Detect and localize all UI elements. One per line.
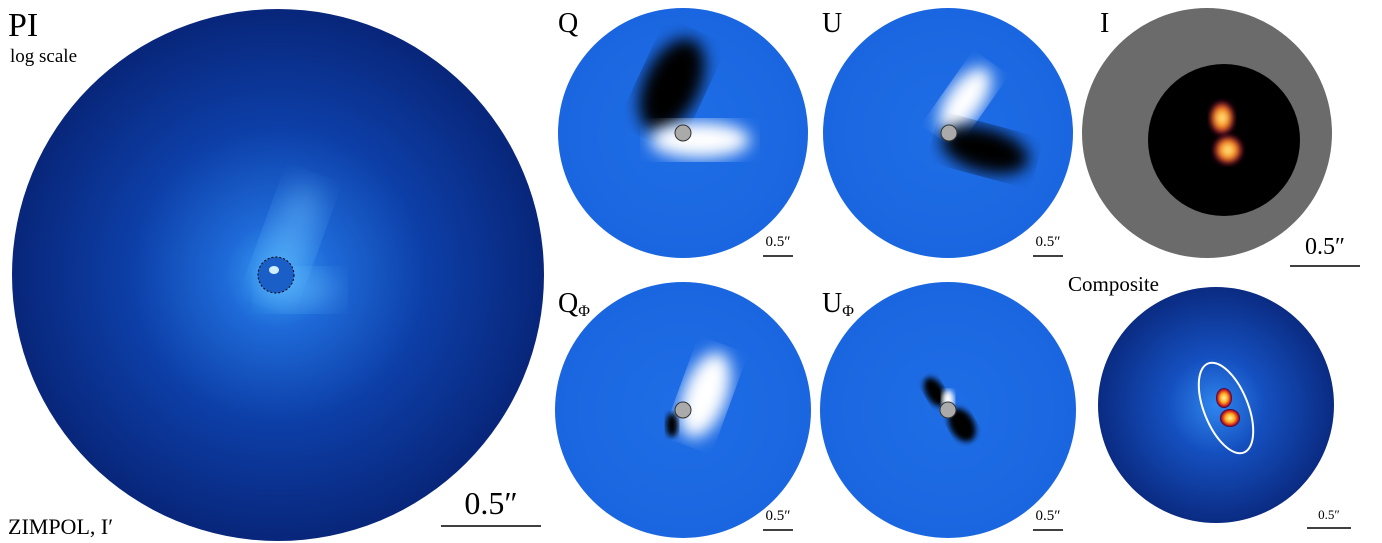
figure: PI log scale ZIMPOL, I′ 0.5″ Q 0.5″ U 0.… xyxy=(0,0,1382,543)
mask xyxy=(941,125,957,141)
i-lobe xyxy=(1210,102,1234,134)
scale-label: 0.5″ xyxy=(766,234,791,250)
scale-label: 0.5″ xyxy=(766,508,791,524)
pi-mask xyxy=(258,257,294,293)
panel-label: PI xyxy=(8,7,38,44)
label-main: U xyxy=(822,288,842,319)
instrument-label: ZIMPOL, I′ xyxy=(8,514,113,539)
panel-sublabel: log scale xyxy=(10,46,77,67)
qphi-negative xyxy=(666,413,678,437)
mask xyxy=(675,125,691,141)
scale-label: 0.5″ xyxy=(464,485,517,521)
panel-label: QΦ xyxy=(558,288,590,320)
panel-label: Q xyxy=(558,8,578,39)
label-subscript: Φ xyxy=(842,303,854,320)
panel-label: Composite xyxy=(1068,272,1159,296)
label-main: Q xyxy=(558,288,578,319)
scale-label: 0.5″ xyxy=(1318,507,1340,522)
composite-image xyxy=(1098,287,1334,523)
panel-label: I xyxy=(1100,8,1109,39)
scale-label: 0.5″ xyxy=(1036,234,1061,250)
q-positive xyxy=(650,122,750,158)
composite-lobe xyxy=(1216,388,1232,408)
i-lobe xyxy=(1214,136,1242,164)
label-subscript: Φ xyxy=(578,303,590,320)
scale-label: 0.5″ xyxy=(1305,234,1345,260)
pi-core xyxy=(269,266,279,274)
mask xyxy=(675,402,691,418)
mask xyxy=(940,402,956,418)
composite-lobe xyxy=(1220,409,1240,427)
scale-label: 0.5″ xyxy=(1036,508,1061,524)
panel-label: UΦ xyxy=(822,288,854,320)
panel-label: U xyxy=(822,8,842,39)
